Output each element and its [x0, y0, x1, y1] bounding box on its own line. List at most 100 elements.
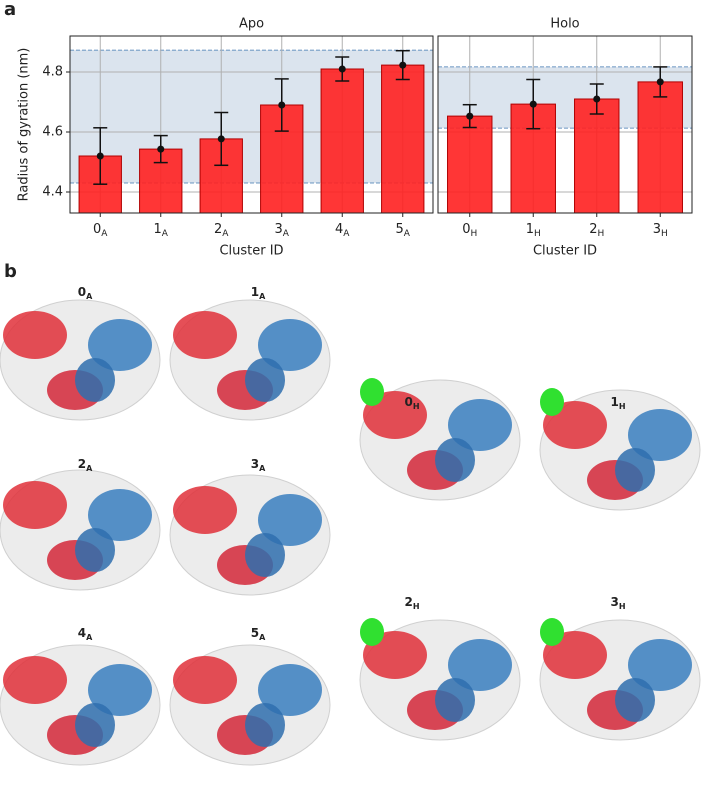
- chain-blue: [448, 399, 512, 451]
- chain-blue: [435, 678, 475, 722]
- label-subscript: A: [343, 229, 350, 239]
- x-tick-label: 4A: [335, 222, 350, 239]
- label-subscript: H: [534, 229, 541, 239]
- chain-blue: [628, 639, 692, 691]
- x-tick-label: 1H: [526, 222, 541, 239]
- label-base: 3: [610, 595, 618, 609]
- y-tick-label: 4.4: [42, 185, 63, 200]
- chain-blue: [245, 533, 285, 577]
- subplot-title: Apo: [239, 17, 264, 32]
- label-subscript: A: [222, 229, 229, 239]
- label-base: 2: [589, 222, 597, 237]
- chain-blue: [88, 319, 152, 371]
- mean-dot: [338, 65, 346, 73]
- mean-dot: [593, 95, 601, 103]
- structure-label: 3H: [610, 595, 625, 611]
- structure-image: [0, 644, 161, 766]
- label-subscript: H: [661, 229, 668, 239]
- label-subscript: H: [471, 229, 478, 239]
- x-tick-label: 2A: [214, 222, 229, 239]
- structure-label: 2A: [78, 457, 93, 473]
- label-base: 1: [154, 222, 162, 237]
- chain-blue: [258, 319, 322, 371]
- structure-image: [539, 388, 701, 511]
- ligand: [540, 618, 564, 646]
- label-subscript: A: [259, 292, 266, 301]
- label-base: 1: [251, 285, 259, 299]
- chain-blue: [258, 664, 322, 716]
- bar: [447, 115, 493, 214]
- structure-label: 1H: [610, 395, 625, 411]
- label-base: 3: [275, 222, 283, 237]
- structure-label: 5A: [251, 626, 266, 642]
- chain-red: [3, 481, 67, 529]
- subplot-title: Holo: [550, 17, 579, 32]
- mean-dot: [157, 145, 165, 153]
- chain-blue: [88, 664, 152, 716]
- label-subscript: H: [619, 602, 626, 611]
- mean-dot: [656, 78, 664, 86]
- ligand: [360, 618, 384, 646]
- structure-image: [359, 378, 521, 501]
- structure-label: 0H: [404, 395, 419, 411]
- label-base: 1: [610, 395, 618, 409]
- structure-label: 1A: [251, 285, 266, 301]
- panel-label: a: [4, 0, 16, 20]
- x-tick-label: 5A: [396, 222, 411, 239]
- structure-image: [0, 299, 161, 421]
- label-subscript: A: [86, 633, 93, 642]
- ligand: [540, 388, 564, 416]
- label-base: 4: [78, 626, 86, 640]
- bar: [320, 68, 364, 214]
- chain-blue: [258, 494, 322, 546]
- chain-blue: [75, 358, 115, 402]
- label-base: 1: [526, 222, 534, 237]
- label-base: 0: [462, 222, 470, 237]
- label-subscript: A: [259, 633, 266, 642]
- bar: [637, 81, 683, 214]
- label-base: 4: [335, 222, 343, 237]
- structure-image: [0, 469, 161, 591]
- bar: [574, 98, 620, 214]
- label-subscript: A: [162, 229, 169, 239]
- label-base: 2: [78, 457, 86, 471]
- label-subscript: H: [619, 402, 626, 411]
- chain-blue: [615, 448, 655, 492]
- structure-label: 0A: [78, 285, 93, 301]
- label-base: 3: [653, 222, 661, 237]
- structure-image: [169, 299, 331, 421]
- label-base: 5: [251, 626, 259, 640]
- label-subscript: A: [283, 229, 290, 239]
- label-base: 0: [78, 285, 86, 299]
- structure-image: [169, 644, 331, 766]
- chain-blue: [245, 358, 285, 402]
- chain-blue: [615, 678, 655, 722]
- chain-blue: [75, 528, 115, 572]
- mean-dot: [96, 152, 104, 160]
- chain-blue: [75, 703, 115, 747]
- mean-dot: [217, 135, 225, 143]
- label-base: 5: [396, 222, 404, 237]
- structure-image: [539, 618, 701, 741]
- mean-dot: [529, 100, 537, 108]
- structure-label: 4A: [78, 626, 93, 642]
- y-axis-label: Radius of gyration (nm): [17, 48, 32, 202]
- mean-dot: [466, 112, 474, 120]
- chain-blue: [435, 438, 475, 482]
- chain-red: [173, 656, 237, 704]
- chain-blue: [245, 703, 285, 747]
- chain-red: [3, 311, 67, 359]
- plot-frame: [69, 35, 434, 214]
- structure-image: [359, 618, 521, 741]
- structure-image: [169, 474, 331, 596]
- x-tick-label: 3A: [275, 222, 290, 239]
- label-subscript: A: [86, 464, 93, 473]
- x-axis-label: Cluster ID: [219, 244, 283, 259]
- panel-label: b: [4, 261, 17, 282]
- mean-dot: [399, 61, 407, 69]
- structure-label: 2H: [404, 595, 419, 611]
- label-base: 0: [93, 222, 101, 237]
- chain-red: [3, 656, 67, 704]
- ligand: [360, 378, 384, 406]
